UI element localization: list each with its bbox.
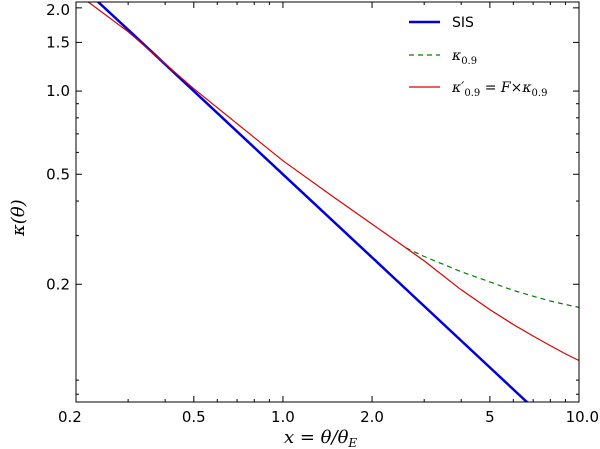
x-tick-label: 1.0: [271, 408, 295, 426]
x-tick-label: 10.0: [566, 408, 599, 426]
y-tick-label: 2.0: [46, 1, 70, 19]
series-layer: [87, 2, 579, 402]
series-line-1: [405, 247, 579, 308]
y-tick-label: 0.5: [46, 165, 70, 183]
y-tick-label: 0.2: [46, 275, 70, 293]
x-tick-label: 2.0: [360, 408, 384, 426]
x-tick-label: 0.5: [182, 408, 206, 426]
x-tick-label: 5: [485, 408, 495, 426]
series-line-2: [87, 2, 579, 362]
tick-layer: 0.2 0.5 1.0 2.0 5 10.0 0.2 0.5 1.0 1.5 2.0: [46, 1, 599, 426]
legend-label-kappa-09: κ0.9: [451, 48, 477, 67]
y-axis-label: κ(θ): [8, 199, 29, 237]
legend-label-sis: SIS: [452, 15, 474, 31]
legend-label-kappa-prime: κ′0.9 = F×κ0.9: [451, 80, 547, 99]
y-tick-label: 1.0: [46, 82, 70, 100]
plot-frame: [75, 1, 580, 403]
x-axis-label: x = θ/θE: [284, 427, 357, 449]
x-tick-label: 0.2: [58, 408, 82, 426]
series-line-0: [96, 2, 529, 402]
y-tick-label: 1.5: [46, 33, 70, 51]
legend: SIS κ0.9 κ′0.9 = F×κ0.9: [409, 15, 547, 99]
